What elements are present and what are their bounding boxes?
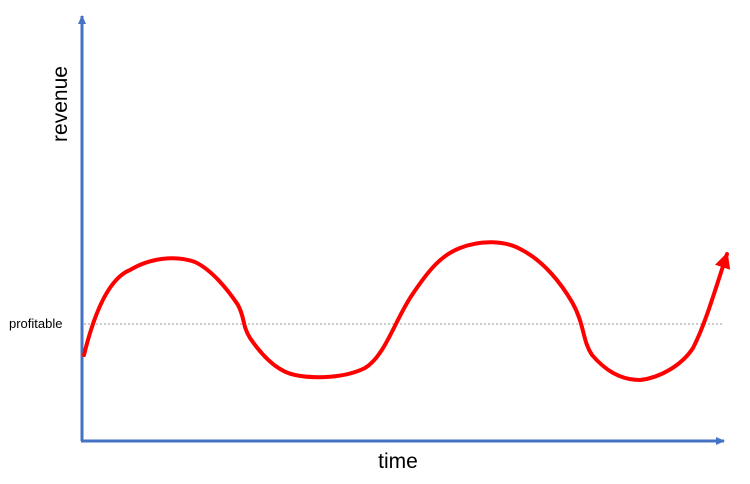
y-axis-label: revenue: [49, 66, 72, 142]
x-axis-label: time: [378, 450, 418, 473]
revenue-curve: [82, 240, 731, 383]
profitable-label: profitable: [9, 316, 62, 331]
